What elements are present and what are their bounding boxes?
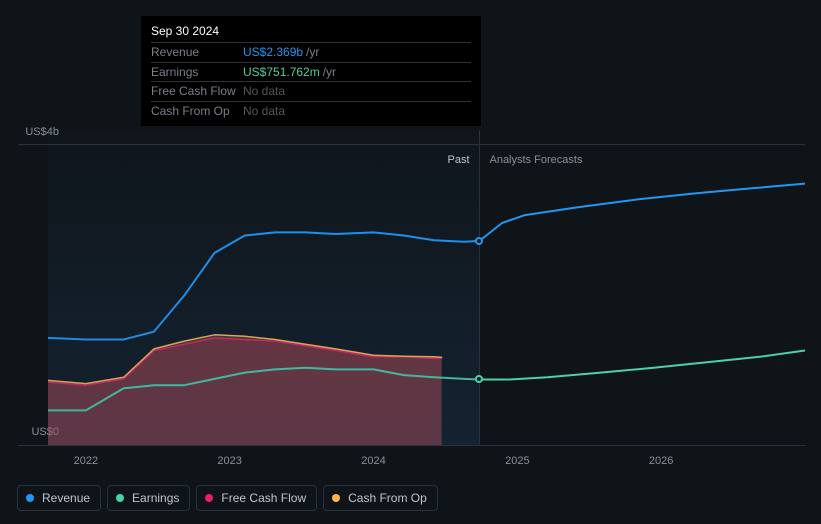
marker-earnings [475, 375, 483, 383]
legend-free-cash-flow[interactable]: Free Cash Flow [196, 485, 317, 511]
legend-dot-icon [26, 494, 34, 502]
tooltip-row-revenue: RevenueUS$2.369b/yr [151, 42, 471, 61]
x-tick-2022: 2022 [74, 455, 98, 467]
x-tick-2023: 2023 [217, 455, 241, 467]
legend-dot-icon [116, 494, 124, 502]
chart-svg [48, 130, 805, 445]
section-label-forecast: Analysts Forecasts [489, 154, 582, 166]
legend-earnings[interactable]: Earnings [107, 485, 190, 511]
x-tick-2025: 2025 [505, 455, 529, 467]
tooltip-date: Sep 30 2024 [151, 24, 471, 42]
tooltip-row-earnings: EarningsUS$751.762m/yr [151, 62, 471, 81]
legend: RevenueEarningsFree Cash FlowCash From O… [17, 485, 438, 511]
gridline-top [18, 144, 805, 145]
section-label-past: Past [447, 154, 469, 166]
hover-tooltip: Sep 30 2024 RevenueUS$2.369b/yrEarningsU… [141, 16, 481, 126]
legend-dot-icon [205, 494, 213, 502]
marker-revenue [475, 237, 483, 245]
legend-dot-icon [332, 494, 340, 502]
gridline-bottom [18, 445, 805, 446]
x-tick-2024: 2024 [361, 455, 385, 467]
chart-plot-area: Past Analysts Forecasts [48, 130, 805, 445]
legend-cash-from-op[interactable]: Cash From Op [323, 485, 438, 511]
x-tick-2026: 2026 [649, 455, 673, 467]
tooltip-row-cash-from-op: Cash From OpNo data [151, 101, 471, 120]
tooltip-row-free-cash-flow: Free Cash FlowNo data [151, 81, 471, 100]
legend-revenue[interactable]: Revenue [17, 485, 101, 511]
past-boundary-line [479, 130, 480, 445]
